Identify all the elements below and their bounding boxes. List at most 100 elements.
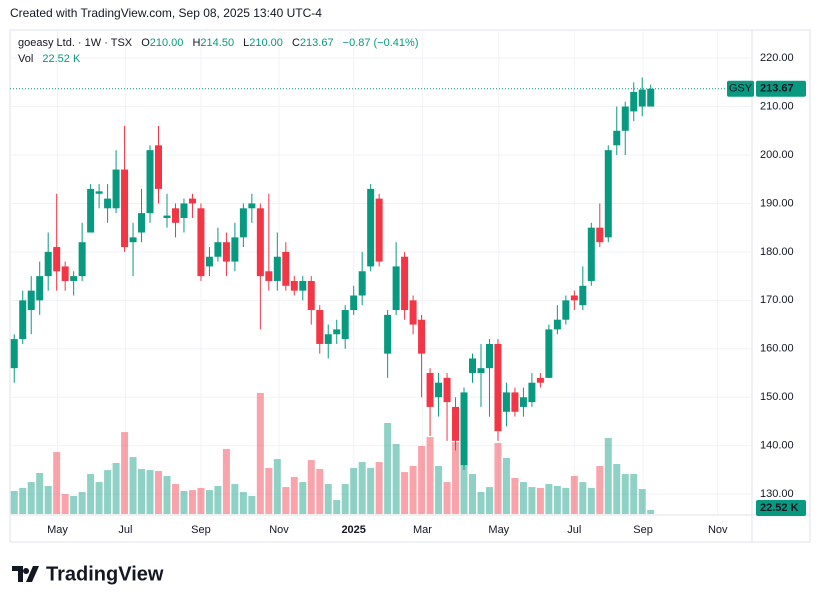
volume-bar <box>138 469 146 514</box>
candle-body <box>155 145 163 189</box>
volume-bar <box>350 467 358 514</box>
volume-bar <box>435 465 443 514</box>
volume-bar <box>180 490 188 514</box>
volume-bar <box>70 495 78 514</box>
legend-volume: Vol 22.52 K <box>18 53 81 65</box>
volume-bar <box>647 509 655 514</box>
volume-bar <box>78 492 86 514</box>
candle-body <box>36 276 44 301</box>
volume-tag <box>756 500 806 516</box>
candle-body <box>265 271 273 281</box>
volume-bar <box>426 437 434 514</box>
volume-bar <box>188 490 196 514</box>
candle-body <box>53 247 61 272</box>
candle-body <box>511 392 519 412</box>
price-tag-text: 213.67 <box>760 83 794 95</box>
volume-bar <box>256 393 264 514</box>
candle-body <box>282 251 290 286</box>
candle-body <box>307 280 315 311</box>
candle-body <box>180 203 188 218</box>
candle-body <box>19 300 27 340</box>
candle-body <box>222 242 230 262</box>
volume-bar <box>290 477 298 514</box>
volume-bar <box>469 474 476 514</box>
volume-bar <box>324 484 332 514</box>
price-tag <box>756 80 806 97</box>
candle-body <box>579 285 587 306</box>
y-tick-label: 200.00 <box>760 149 794 161</box>
y-tick-label: 210.00 <box>760 100 794 112</box>
volume-bar <box>222 449 230 514</box>
candle-body <box>570 295 578 301</box>
candle-body <box>477 368 485 374</box>
volume-bar <box>239 492 247 514</box>
volume-bar <box>214 485 222 514</box>
candle-body <box>138 213 146 233</box>
volume-bar <box>630 474 638 514</box>
volume-bar <box>163 475 171 514</box>
candle-body <box>290 280 298 291</box>
volume-bar <box>273 459 281 514</box>
candle-body <box>129 237 137 243</box>
plot: 130.00 140.00 150.00 160.00 170.00 180.00 190.… <box>10 30 806 536</box>
candle-body <box>163 215 171 218</box>
candle-body <box>214 242 222 257</box>
x-tick-label: Sep <box>191 524 211 536</box>
candle-body <box>367 188 375 267</box>
legend-key: H <box>192 37 200 49</box>
volume-bar <box>579 482 587 514</box>
legend: goeasy Ltd. · 1W · TSX O210.00 H214.50 L… <box>18 37 419 49</box>
volume-bar <box>205 490 213 514</box>
candle-body <box>401 256 409 311</box>
volume-bar <box>19 487 27 514</box>
candle-body <box>87 188 95 233</box>
volume-bar <box>536 487 544 514</box>
candle-body <box>95 191 103 194</box>
candle-body <box>146 150 154 214</box>
legend-value: 210.00 <box>249 37 283 49</box>
legend-value: 22.52 K <box>42 53 81 65</box>
volume-bar <box>121 432 129 514</box>
volume-bar <box>27 482 35 514</box>
volume-bar <box>10 490 18 514</box>
candle-body <box>10 339 18 369</box>
legend-value: 210.00 <box>150 37 184 49</box>
volume-bar <box>392 444 400 514</box>
candle-body <box>435 382 443 398</box>
candle-body <box>316 310 324 344</box>
volume-bar <box>409 465 417 514</box>
volume-bar <box>545 484 553 514</box>
x-tick-label: May <box>488 524 509 536</box>
volume-bar <box>621 474 629 514</box>
volume-bar <box>61 494 69 514</box>
volume-bar <box>502 457 510 514</box>
x-tick-label: Jul <box>567 524 581 536</box>
y-tick-label: 160.00 <box>760 343 794 355</box>
volume-bar <box>452 442 460 514</box>
x-tick-label: May <box>47 524 68 536</box>
y-tick-label: 220.00 <box>760 52 794 64</box>
candle-body <box>27 290 35 311</box>
legend-key: Vol <box>18 53 33 65</box>
volume-bar <box>44 485 52 514</box>
volume-tag-text: 22.52 K <box>760 502 799 514</box>
volume-bar <box>553 485 561 514</box>
x-tick-label: Mar <box>413 524 432 536</box>
candle-body <box>70 276 78 281</box>
volume-bar <box>375 462 383 514</box>
brand: TradingView <box>46 563 164 585</box>
candle-body <box>256 208 264 277</box>
volume-bar <box>197 487 205 514</box>
candle-body <box>341 310 349 340</box>
candle-body <box>469 358 476 374</box>
header: Created with TradingView.com, Sep 08, 20… <box>10 6 322 20</box>
candle-body <box>460 392 468 466</box>
legend-value: 214.50 <box>200 37 234 49</box>
volume-bar <box>613 464 621 514</box>
volume-bar <box>384 422 392 514</box>
candle-body <box>121 169 129 248</box>
volume-bar <box>401 472 409 514</box>
candle-body <box>188 198 196 204</box>
